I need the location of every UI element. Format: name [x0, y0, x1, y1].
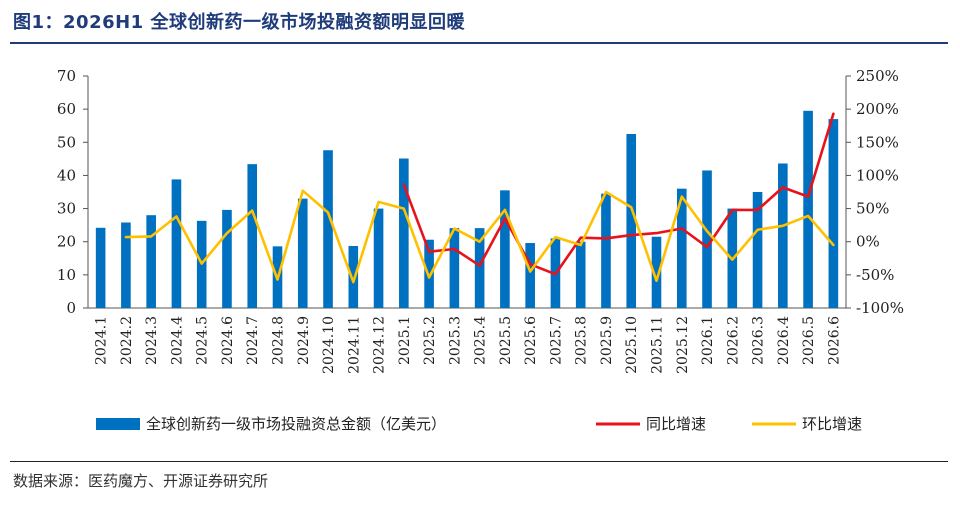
x-tick-label: 2025.10	[624, 316, 640, 374]
left-tick-label: 70	[57, 67, 76, 85]
bar	[171, 179, 182, 308]
source-divider	[10, 461, 948, 462]
x-tick-label: 2026.4	[776, 316, 792, 365]
x-tick-label: 2025.2	[422, 316, 438, 365]
x-tick-label: 2025.12	[675, 316, 691, 374]
right-tick-label: 0%	[856, 233, 880, 251]
legend-yoy-label: 同比增速	[646, 415, 706, 433]
legend-bar-swatch	[96, 418, 140, 430]
left-tick-label: 0	[66, 299, 76, 317]
bar	[651, 236, 662, 308]
x-tick-label: 2024.11	[346, 316, 362, 374]
x-tick-label: 2024.10	[321, 316, 337, 374]
bar	[348, 246, 359, 308]
bar	[399, 158, 409, 308]
legend-mom-label: 环比增速	[802, 415, 862, 433]
bar	[525, 243, 535, 308]
bar	[247, 164, 258, 308]
left-tick-label: 20	[57, 233, 76, 251]
x-tick-label: 2024.12	[372, 316, 388, 374]
right-tick-label: -50%	[856, 266, 894, 284]
legend-bar-label: 全球创新药一级市场投融资总金额（亿美元）	[146, 415, 446, 433]
right-tick-label: 150%	[856, 133, 899, 151]
left-tick-label: 60	[57, 100, 76, 118]
bar	[752, 192, 763, 308]
bar	[474, 228, 485, 308]
bar	[601, 193, 611, 308]
bar	[373, 208, 384, 308]
bar	[297, 198, 308, 308]
x-tick-label: 2026.1	[700, 316, 716, 365]
right-tick-label: 200%	[856, 100, 899, 118]
x-tick-label: 2025.9	[599, 316, 615, 365]
bar	[146, 215, 156, 308]
x-tick-label: 2026.5	[801, 316, 817, 365]
x-tick-label: 2026.3	[751, 316, 767, 365]
x-tick-label: 2025.11	[650, 316, 666, 374]
bar	[449, 228, 460, 308]
bar	[676, 188, 687, 308]
x-tick-label: 2025.1	[397, 316, 413, 365]
x-tick-label: 2024.5	[195, 316, 211, 365]
x-tick-label: 2025.3	[447, 316, 463, 365]
legend: 全球创新药一级市场投融资总金额（亿美元） 同比增速 环比增速	[96, 415, 862, 433]
x-tick-label: 2025.6	[523, 316, 539, 365]
right-tick-label: 250%	[856, 67, 899, 85]
bar	[500, 190, 510, 308]
x-tick-label: 2024.1	[94, 316, 110, 365]
bar	[95, 227, 106, 308]
bar	[626, 134, 637, 308]
bar-series	[95, 110, 839, 308]
x-tick-label: 2025.5	[498, 316, 514, 365]
x-tick-label: 2024.6	[220, 316, 236, 365]
x-tick-label: 2026.2	[725, 316, 741, 365]
left-tick-label: 30	[57, 200, 76, 218]
bar	[702, 170, 712, 308]
x-tick-label: 2025.7	[548, 316, 564, 365]
x-tick-label: 2025.8	[574, 316, 590, 365]
chart-title: 图1：2026H1 全球创新药一级市场投融资额明显回暖	[13, 12, 465, 33]
chart-axes: 0 10 20 30 40 50 60 70 -100% -50% 0% 50% 100% 150% 200…	[57, 67, 904, 317]
x-tick-label: 2024.4	[169, 316, 185, 365]
x-tick-labels: 2024.1 2024.2 2024.3 2024.4 2024.5 2024.6 2024…	[94, 316, 843, 374]
left-tick-label: 40	[57, 166, 76, 184]
x-tick-label: 2026.6	[826, 316, 842, 365]
x-tick-label: 2024.3	[144, 316, 160, 365]
x-tick-label: 2024.2	[119, 316, 135, 365]
left-tick-label: 10	[57, 266, 76, 284]
x-tick-label: 2024.7	[245, 316, 261, 365]
x-tick-label: 2024.8	[271, 316, 287, 365]
line-series	[124, 112, 835, 284]
yoy-growth-line	[402, 112, 835, 276]
right-tick-label: -100%	[856, 299, 904, 317]
title-underline	[10, 42, 948, 44]
bar	[575, 241, 586, 308]
bar	[222, 209, 232, 308]
left-tick-label: 50	[57, 133, 76, 151]
bar	[778, 163, 788, 308]
bar	[803, 110, 813, 308]
bar	[323, 150, 333, 308]
source-note: 数据来源：医药魔方、开源证券研究所	[13, 472, 269, 490]
right-tick-label: 100%	[856, 166, 899, 184]
x-tick-label: 2024.9	[296, 316, 312, 365]
bar	[121, 222, 131, 308]
right-tick-label: 50%	[856, 200, 889, 218]
x-tick-label: 2025.4	[473, 316, 489, 365]
bar	[828, 119, 839, 308]
mom-growth-line	[124, 189, 835, 284]
